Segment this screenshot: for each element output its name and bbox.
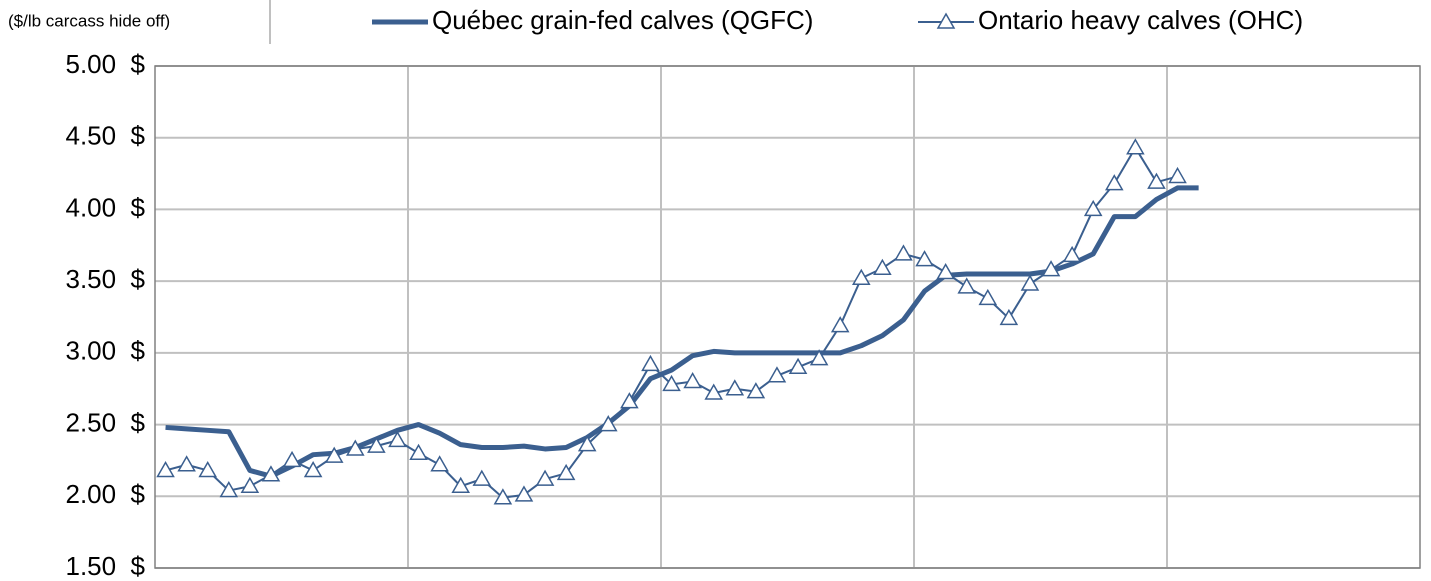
marker: [177, 455, 196, 472]
marker: [282, 450, 302, 468]
marker: [1041, 260, 1061, 277]
marker: [957, 277, 977, 294]
y-tick-label: 4.00 $: [65, 192, 145, 222]
marker: [641, 354, 660, 372]
legend-marker: [936, 12, 956, 29]
marker: [746, 382, 766, 399]
series-line: [165, 146, 1178, 499]
marker: [451, 476, 471, 493]
marker: [430, 455, 449, 472]
marker: [662, 374, 681, 392]
marker: [198, 460, 218, 478]
y-tick-label: 3.50 $: [65, 264, 145, 294]
y-tick-label: 3.00 $: [65, 336, 145, 366]
marker: [851, 268, 871, 286]
plot-border: [154, 65, 1421, 569]
marker: [1062, 245, 1082, 263]
marker: [1147, 172, 1166, 189]
marker: [873, 258, 892, 275]
marker: [472, 469, 492, 486]
marker: [388, 430, 407, 448]
y-tick-label: 1.50 $: [65, 551, 145, 581]
y-tick-label: 5.00 $: [65, 49, 145, 79]
marker: [978, 288, 998, 306]
marker: [303, 460, 323, 478]
marker: [767, 366, 787, 383]
marker: [514, 485, 534, 502]
marker: [324, 446, 344, 463]
marker: [1126, 138, 1145, 155]
marker: [493, 488, 513, 505]
marker: [219, 481, 239, 498]
marker: [788, 357, 808, 374]
marker: [704, 383, 724, 400]
marker: [809, 349, 829, 366]
series-line: [165, 185, 1199, 479]
marker: [725, 379, 745, 396]
marker: [915, 250, 934, 267]
marker: [577, 435, 597, 452]
marker: [683, 372, 702, 389]
marker: [156, 460, 175, 478]
marker: [1168, 166, 1187, 184]
marker: [894, 244, 913, 261]
y-tick-label: 4.50 $: [65, 121, 145, 151]
marker: [240, 476, 260, 493]
marker: [936, 263, 955, 280]
marker: [535, 469, 555, 486]
marker: [1020, 274, 1040, 291]
legend-label: Québec grain-fed calves (QGFC): [432, 5, 813, 35]
marker: [620, 392, 639, 409]
marker: [556, 463, 576, 481]
marker: [999, 308, 1019, 326]
legend-label: Ontario heavy calves (OHC): [978, 5, 1303, 35]
marker: [1083, 199, 1103, 217]
marker: [598, 415, 618, 432]
y-tick-label: 2.00 $: [65, 479, 145, 509]
marker: [367, 436, 386, 453]
y-tick-label: 2.50 $: [65, 407, 145, 437]
marker: [409, 443, 428, 461]
marker: [1104, 174, 1124, 191]
marker: [261, 465, 281, 482]
y-axis-label: ($/lb carcass hide off): [8, 11, 170, 30]
marker: [345, 439, 365, 456]
marker: [830, 316, 850, 333]
